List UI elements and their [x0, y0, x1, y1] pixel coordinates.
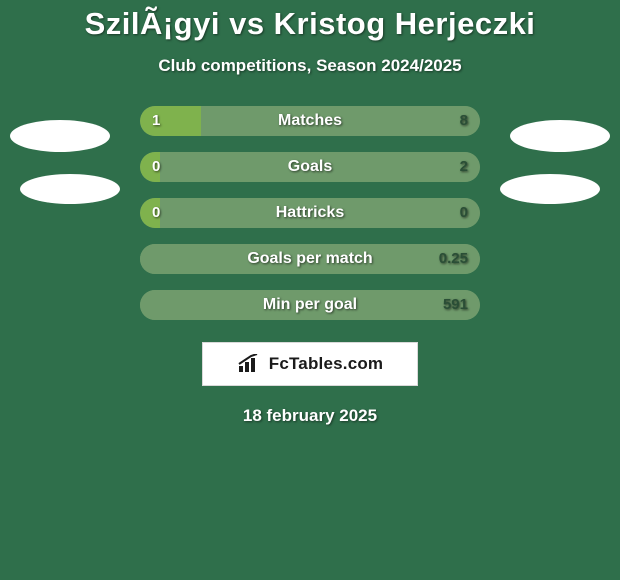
- brand-box[interactable]: FcTables.com: [202, 342, 418, 386]
- value-left: 1: [152, 106, 160, 136]
- value-right: 0: [460, 198, 468, 228]
- comparison-row: Goals per match0.25: [140, 244, 480, 274]
- row-label: Hattricks: [140, 198, 480, 228]
- value-right: 8: [460, 106, 468, 136]
- row-label: Min per goal: [140, 290, 480, 320]
- date-text: 18 february 2025: [0, 406, 620, 426]
- page-title: SzilÃ¡gyi vs Kristog Herjeczki: [0, 0, 620, 42]
- row-label: Matches: [140, 106, 480, 136]
- comparison-rows: Matches18Goals02Hattricks00Goals per mat…: [140, 106, 480, 336]
- brand-text: FcTables.com: [269, 354, 384, 374]
- chart-icon: [237, 354, 263, 374]
- comparison-row: Goals0 2: [140, 152, 480, 182]
- value-left: 0: [152, 152, 160, 182]
- comparison-row: Matches1 8: [140, 106, 480, 136]
- comparison-card: SzilÃ¡gyi vs Kristog Herjeczki Club comp…: [0, 0, 620, 580]
- comparison-row: Hattricks0 0: [140, 198, 480, 228]
- row-label: Goals: [140, 152, 480, 182]
- comparison-row: Min per goal591: [140, 290, 480, 320]
- row-label: Goals per match: [140, 244, 480, 274]
- comparison-chart: Matches18Goals02Hattricks00Goals per mat…: [0, 106, 620, 326]
- value-left: 0: [152, 198, 160, 228]
- value-right: 591: [443, 290, 468, 320]
- value-right: 2: [460, 152, 468, 182]
- value-right: 0.25: [439, 244, 468, 274]
- subtitle: Club competitions, Season 2024/2025: [0, 56, 620, 76]
